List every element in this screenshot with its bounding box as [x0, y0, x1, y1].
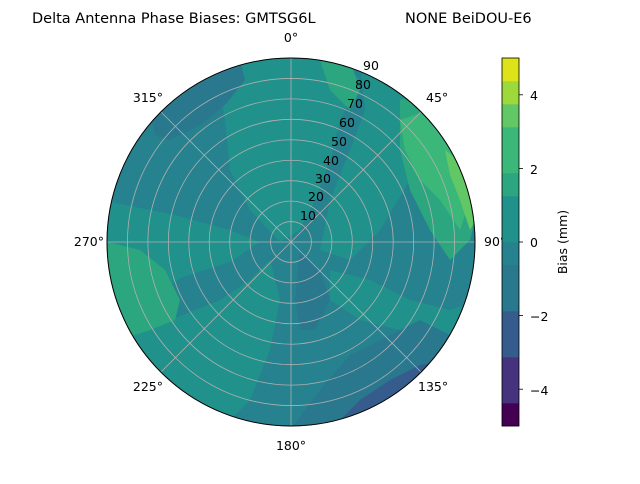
angle-label-135: 135°: [418, 379, 448, 394]
colorbar: 4 2 0 −2 −4 Bias (mm): [501, 57, 570, 427]
colorbar-band-12: [502, 127, 519, 151]
colorbar-tick-label-2: 2: [530, 162, 538, 177]
angle-label-90: 90°: [484, 234, 506, 249]
colorbar-band-10: [502, 173, 519, 197]
colorbar-band-3: [502, 334, 519, 358]
chart-title-left: Delta Antenna Phase Biases: GMTSG6L: [32, 11, 316, 27]
contour-region-p0-right: [320, 60, 420, 260]
contour-region-p0-lower-right: [330, 270, 475, 340]
angle-label-315: 315°: [133, 90, 163, 105]
angle-label-270: 270°: [74, 234, 104, 249]
colorbar-tick-label-0: 0: [530, 235, 538, 250]
colorbar-band-9: [502, 196, 519, 220]
radial-label-70: 70: [347, 96, 363, 111]
contour-region-n2-center: [295, 250, 330, 330]
colorbar-band-15: [502, 58, 519, 82]
angle-label-180: 180°: [276, 438, 306, 453]
colorbar-tick-label-m4: −4: [530, 383, 548, 398]
colorbar-band-5: [502, 288, 519, 312]
colorbar-band-2: [502, 357, 519, 381]
colorbar-band-1: [502, 380, 519, 404]
colorbar-band-14: [502, 81, 519, 105]
radial-label-20: 20: [308, 189, 324, 204]
contour-region-p2-right: [400, 110, 470, 230]
radial-tick-labels: 10 20 30 40 50 60 70 80 90: [300, 58, 379, 223]
radial-label-90: 90: [363, 58, 379, 73]
colorbar-band-8: [502, 219, 519, 243]
radial-label-60: 60: [339, 115, 355, 130]
colorbar-band-0: [502, 403, 519, 427]
angle-label-0: 0°: [284, 30, 298, 45]
colorbar-band-4: [502, 311, 519, 335]
angle-gridline-315: [160, 111, 292, 243]
angle-gridline-45: [290, 111, 422, 243]
radial-label-40: 40: [323, 153, 339, 168]
contour-region-n2-topleft: [150, 60, 245, 140]
polar-frame: [106, 57, 476, 427]
contour-region-p1-topright: [300, 58, 360, 110]
angle-label-225: 225°: [133, 379, 163, 394]
colorbar-band-7: [502, 242, 519, 266]
chart-title-right: NONE BeiDOU-E6: [405, 11, 532, 27]
colorbar-band-11: [502, 150, 519, 174]
radial-label-50: 50: [331, 134, 347, 149]
radial-label-80: 80: [355, 77, 371, 92]
angle-tick-labels: 0° 45° 90° 135° 180° 225° 270° 315°: [74, 30, 506, 453]
angle-gridline-135: [290, 241, 422, 373]
colorbar-label: Bias (mm): [555, 210, 570, 274]
colorbar-band-6: [502, 265, 519, 289]
angle-label-45: 45°: [426, 90, 448, 105]
radial-label-30: 30: [315, 171, 331, 186]
colorbar-ticks: [519, 94, 523, 390]
radial-label-10: 10: [300, 208, 316, 223]
colorbar-tick-label-4: 4: [530, 88, 538, 103]
polar-grid: [106, 57, 476, 427]
contour-region-p0-center: [215, 58, 360, 242]
colorbar-bands: [502, 58, 519, 427]
colorbar-band-13: [502, 104, 519, 128]
colorbar-tick-label-m2: −2: [530, 309, 548, 324]
angle-gridline-225: [160, 241, 292, 373]
